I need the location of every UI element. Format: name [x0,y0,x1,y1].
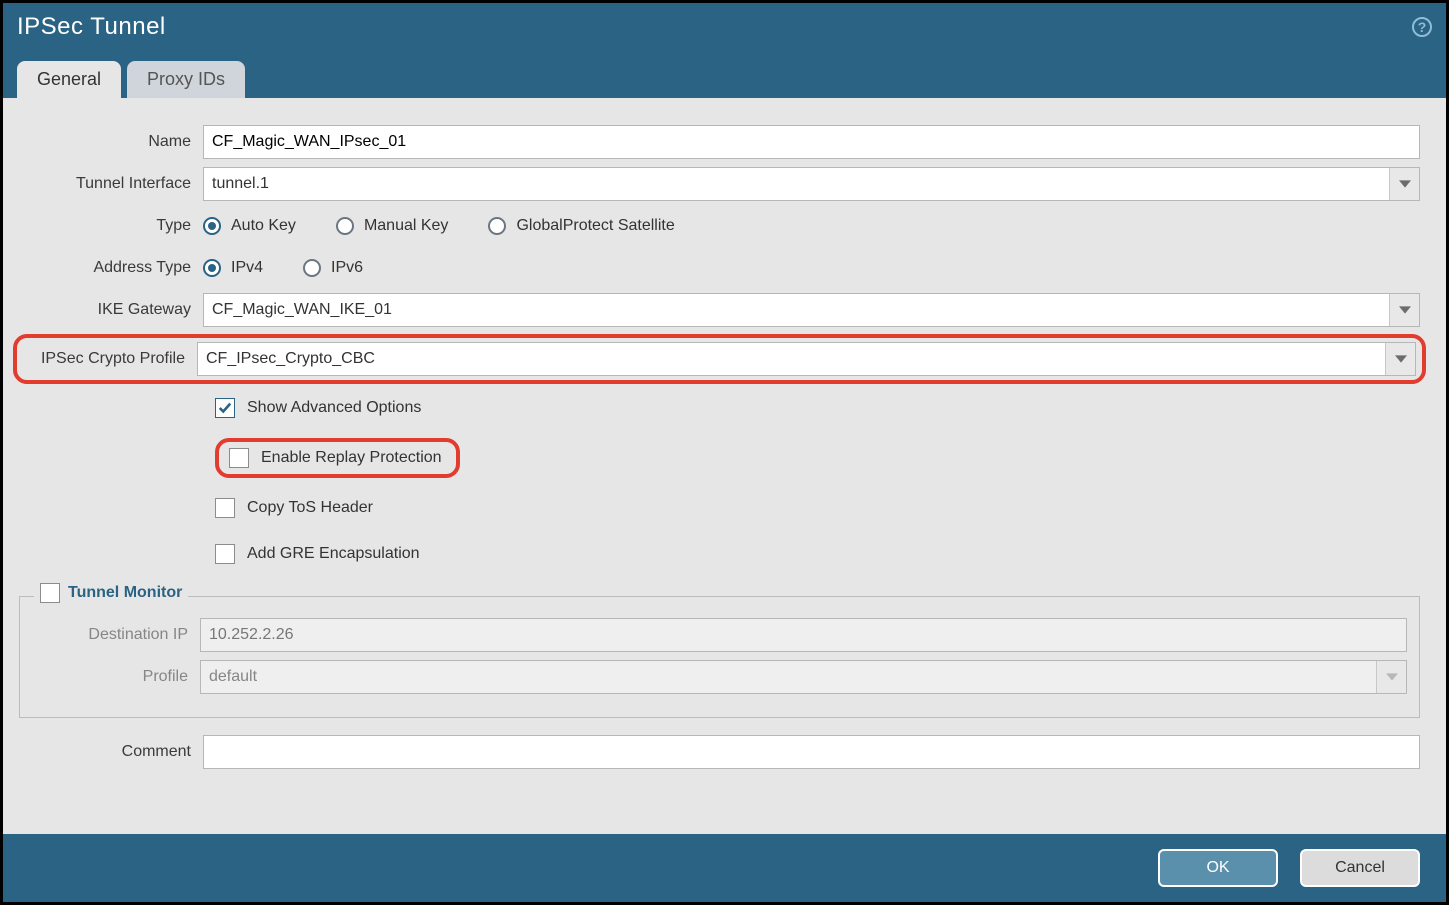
ipsec-crypto-profile-label: IPSec Crypto Profile [23,350,197,368]
panel-general: Name Tunnel Interface tunnel.1 T [3,98,1446,834]
tunnel-monitor-fieldset: Tunnel Monitor Destination IP Profile de… [19,596,1420,718]
radio-ipv4-label: IPv4 [231,259,263,277]
show-advanced-checkbox[interactable] [215,398,235,418]
ipsec-crypto-profile-value: CF_IPsec_Crypto_CBC [206,350,375,368]
copy-tos-label: Copy ToS Header [247,499,373,517]
highlight-enable-replay: Enable Replay Protection [215,438,460,478]
profile-select: default [200,660,1407,694]
radio-manual-key-label: Manual Key [364,217,449,235]
copy-tos-row: Copy ToS Header [215,498,1420,518]
radio-auto-key-label: Auto Key [231,217,296,235]
ike-gateway-select[interactable]: CF_Magic_WAN_IKE_01 [203,293,1420,327]
cancel-button[interactable]: Cancel [1300,849,1420,887]
address-type-label: Address Type [19,259,203,277]
tunnel-interface-label: Tunnel Interface [19,175,203,193]
radio-dot-icon [488,217,506,235]
add-gre-checkbox[interactable] [215,544,235,564]
radio-dot-icon [303,259,321,277]
tab-proxy-ids[interactable]: Proxy IDs [127,61,245,98]
radio-ipv6[interactable]: IPv6 [303,259,363,277]
radio-ipv4[interactable]: IPv4 [203,259,263,277]
radio-dot-icon [203,217,221,235]
profile-label: Profile [32,668,200,686]
show-advanced-label: Show Advanced Options [247,399,421,417]
dialog-footer: OK Cancel [3,834,1446,902]
type-label: Type [19,217,203,235]
tunnel-monitor-legend: Tunnel Monitor [68,584,182,602]
chevron-down-icon [1385,343,1415,375]
ike-gateway-label: IKE Gateway [19,301,203,319]
add-gre-row: Add GRE Encapsulation [215,544,1420,564]
titlebar: IPSec Tunnel ? [3,3,1446,51]
radio-dot-icon [336,217,354,235]
comment-input[interactable] [203,735,1420,769]
chevron-down-icon [1389,168,1419,200]
enable-replay-label: Enable Replay Protection [261,449,442,467]
destination-ip-label: Destination IP [32,626,200,644]
destination-ip-input [200,618,1407,652]
show-advanced-row: Show Advanced Options [215,398,1420,418]
ipsec-crypto-profile-select[interactable]: CF_IPsec_Crypto_CBC [197,342,1416,376]
dialog-title: IPSec Tunnel [17,13,166,41]
highlight-ipsec-crypto-profile: IPSec Crypto Profile CF_IPsec_Crypto_CBC [13,334,1426,384]
radio-gp-satellite-label: GlobalProtect Satellite [516,217,674,235]
radio-gp-satellite[interactable]: GlobalProtect Satellite [488,217,674,235]
ok-button[interactable]: OK [1158,849,1278,887]
add-gre-label: Add GRE Encapsulation [247,545,420,563]
name-label: Name [19,133,203,151]
name-input[interactable] [203,125,1420,159]
copy-tos-checkbox[interactable] [215,498,235,518]
radio-manual-key[interactable]: Manual Key [336,217,449,235]
chevron-down-icon [1376,661,1406,693]
chevron-down-icon [1389,294,1419,326]
profile-value: default [209,668,257,686]
tunnel-monitor-checkbox[interactable] [40,583,60,603]
help-icon[interactable]: ? [1412,17,1432,37]
enable-replay-checkbox[interactable] [229,448,249,468]
radio-dot-icon [203,259,221,277]
comment-label: Comment [19,743,203,761]
ike-gateway-value: CF_Magic_WAN_IKE_01 [212,301,392,319]
ipsec-tunnel-dialog: IPSec Tunnel ? General Proxy IDs Name Tu… [0,0,1449,905]
tunnel-interface-select[interactable]: tunnel.1 [203,167,1420,201]
radio-auto-key[interactable]: Auto Key [203,217,296,235]
tabs-area: General Proxy IDs [3,51,1446,98]
tunnel-interface-value: tunnel.1 [212,175,269,193]
radio-ipv6-label: IPv6 [331,259,363,277]
tab-general[interactable]: General [17,61,121,98]
